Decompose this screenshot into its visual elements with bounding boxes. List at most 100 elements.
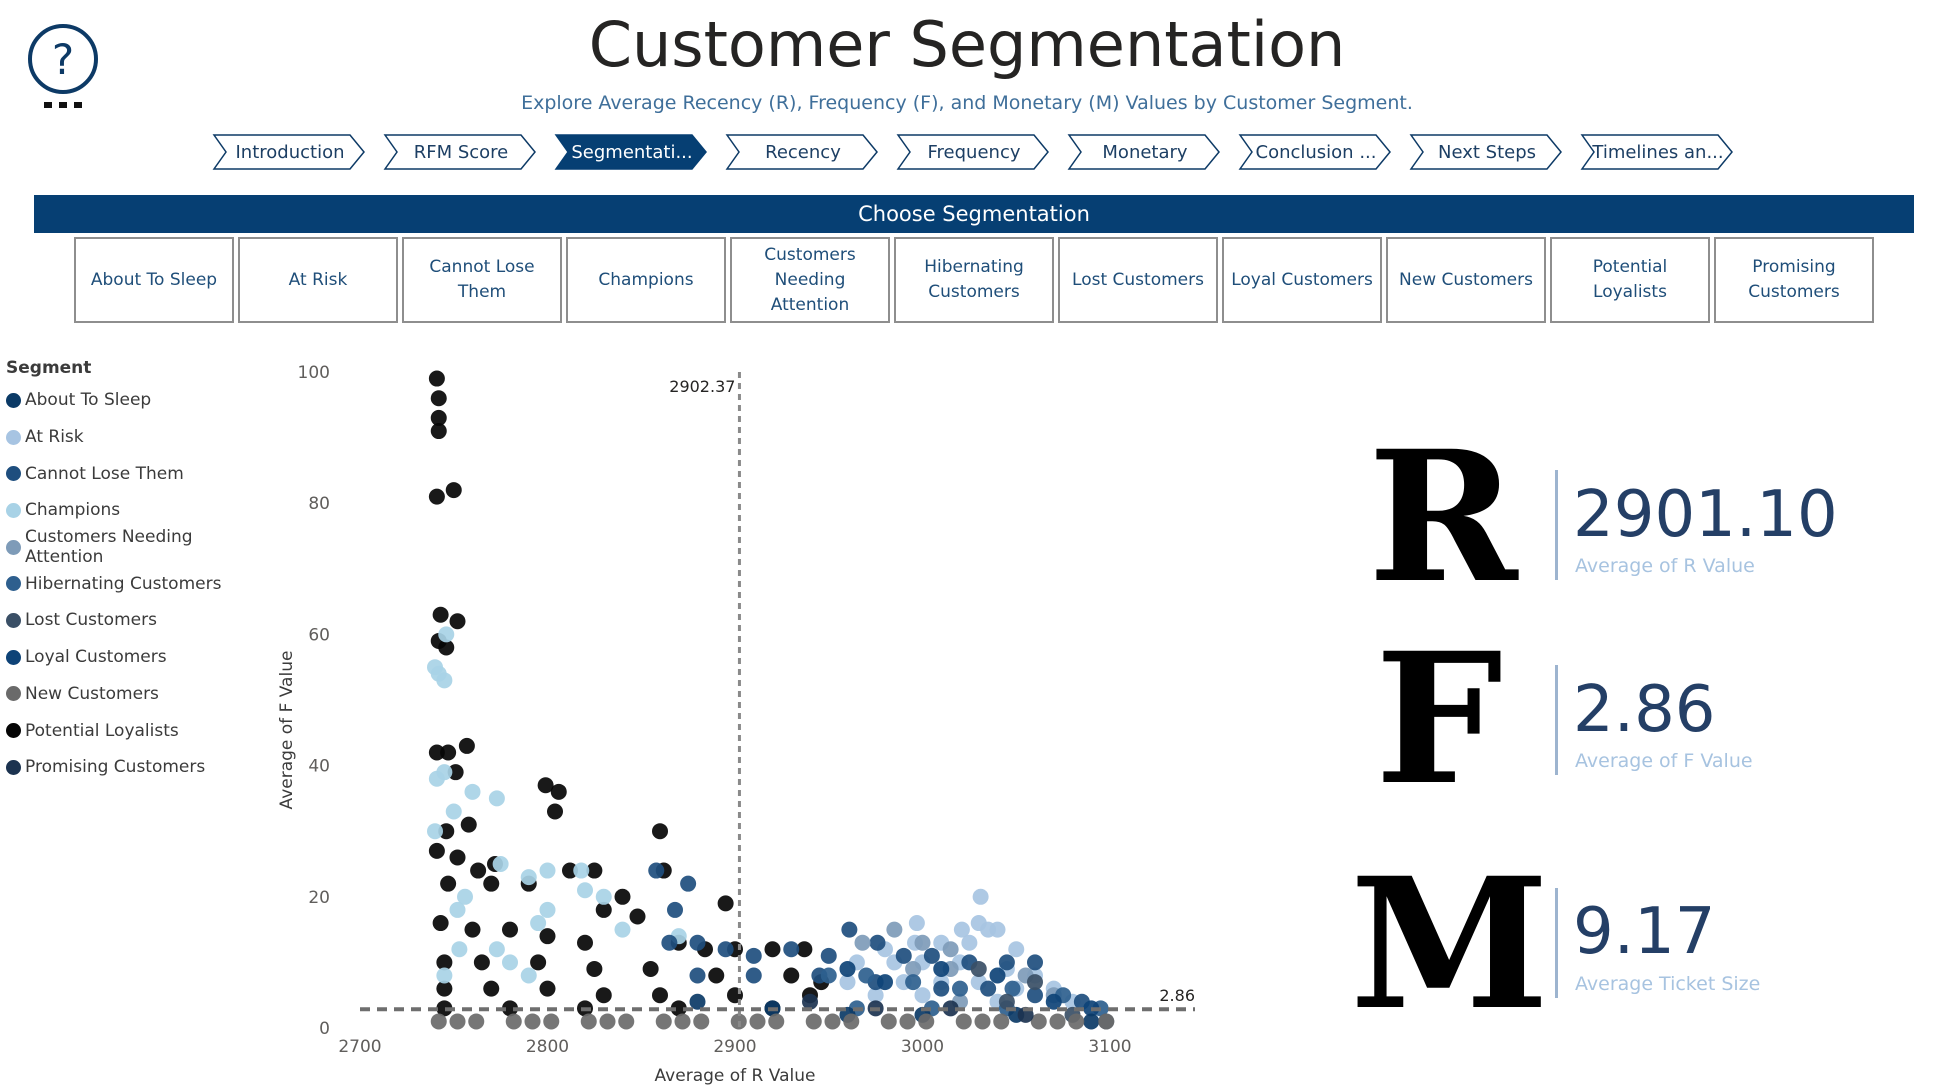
data-point[interactable] bbox=[1030, 1013, 1047, 1030]
data-point[interactable] bbox=[1004, 980, 1021, 997]
legend-item[interactable]: At Risk bbox=[6, 419, 276, 456]
data-point[interactable] bbox=[689, 967, 706, 984]
data-point[interactable] bbox=[464, 921, 481, 938]
data-point[interactable] bbox=[449, 1013, 466, 1030]
data-point[interactable] bbox=[1027, 974, 1043, 991]
data-point[interactable] bbox=[430, 390, 447, 407]
data-point[interactable] bbox=[877, 974, 893, 991]
legend-item[interactable]: About To Sleep bbox=[6, 382, 276, 419]
data-point[interactable] bbox=[436, 967, 453, 984]
segment-button-new-customers[interactable]: New Customers bbox=[1386, 237, 1546, 323]
nav-rfm-score[interactable]: RFM Score bbox=[383, 132, 539, 172]
data-point[interactable] bbox=[764, 941, 781, 958]
data-point[interactable] bbox=[520, 869, 537, 886]
legend-item[interactable]: Hibernating Customers bbox=[6, 565, 276, 602]
data-point[interactable] bbox=[599, 1013, 616, 1030]
data-point[interactable] bbox=[841, 921, 858, 938]
data-point[interactable] bbox=[460, 816, 477, 833]
data-point[interactable] bbox=[436, 1000, 453, 1017]
data-point[interactable] bbox=[805, 1013, 822, 1030]
data-point[interactable] bbox=[1045, 993, 1062, 1010]
data-point[interactable] bbox=[427, 823, 443, 840]
data-point[interactable] bbox=[629, 908, 646, 925]
data-point[interactable] bbox=[586, 862, 603, 879]
data-point[interactable] bbox=[539, 901, 556, 918]
data-point[interactable] bbox=[449, 901, 466, 918]
data-point[interactable] bbox=[432, 606, 449, 623]
data-point[interactable] bbox=[942, 941, 959, 958]
data-point[interactable] bbox=[843, 1013, 860, 1030]
data-point[interactable] bbox=[895, 947, 912, 964]
data-point[interactable] bbox=[961, 934, 978, 951]
segment-button-customers-needing-attention[interactable]: Customers Needing Attention bbox=[730, 237, 890, 323]
data-point[interactable] bbox=[745, 947, 762, 964]
legend-item[interactable]: Cannot Lose Them bbox=[6, 455, 276, 492]
data-point[interactable] bbox=[680, 875, 697, 892]
data-point[interactable] bbox=[595, 888, 612, 905]
segment-button-about-to-sleep[interactable]: About To Sleep bbox=[74, 237, 234, 323]
data-point[interactable] bbox=[1049, 1013, 1066, 1030]
data-point[interactable] bbox=[502, 954, 518, 971]
data-point[interactable] bbox=[1068, 1013, 1085, 1030]
data-point[interactable] bbox=[458, 737, 475, 754]
segment-button-promising-customers[interactable]: Promising Customers bbox=[1714, 237, 1874, 323]
data-point[interactable] bbox=[972, 888, 989, 905]
segment-button-lost-customers[interactable]: Lost Customers bbox=[1058, 237, 1218, 323]
data-point[interactable] bbox=[438, 639, 455, 656]
segment-button-potential-loyalists[interactable]: Potential Loyalists bbox=[1550, 237, 1710, 323]
data-point[interactable] bbox=[854, 934, 871, 951]
nav-frequency[interactable]: Frequency bbox=[896, 132, 1052, 172]
data-point[interactable] bbox=[428, 744, 445, 761]
data-point[interactable] bbox=[867, 987, 884, 1004]
nav-introduction[interactable]: Introduction bbox=[212, 132, 368, 172]
data-point[interactable] bbox=[839, 974, 856, 991]
data-point[interactable] bbox=[537, 777, 554, 794]
data-point[interactable] bbox=[464, 783, 481, 800]
data-point[interactable] bbox=[505, 1013, 522, 1030]
data-point[interactable] bbox=[880, 1013, 897, 1030]
data-point[interactable] bbox=[445, 803, 462, 820]
data-point[interactable] bbox=[993, 1013, 1010, 1030]
data-point[interactable] bbox=[483, 980, 500, 997]
data-point[interactable] bbox=[488, 790, 505, 807]
data-point[interactable] bbox=[488, 941, 505, 958]
data-point[interactable] bbox=[717, 941, 734, 958]
data-point[interactable] bbox=[933, 980, 950, 997]
data-point[interactable] bbox=[1098, 1013, 1115, 1030]
data-point[interactable] bbox=[905, 974, 922, 991]
data-point[interactable] bbox=[440, 744, 457, 761]
data-point[interactable] bbox=[689, 993, 706, 1010]
data-point[interactable] bbox=[614, 921, 631, 938]
data-point[interactable] bbox=[886, 921, 903, 938]
data-point[interactable] bbox=[436, 980, 453, 997]
data-point[interactable] bbox=[989, 967, 1006, 984]
data-point[interactable] bbox=[918, 1013, 935, 1030]
data-point[interactable] bbox=[447, 764, 464, 781]
data-point[interactable] bbox=[905, 960, 922, 977]
data-point[interactable] bbox=[562, 862, 578, 879]
data-point[interactable] bbox=[451, 941, 468, 958]
data-point[interactable] bbox=[783, 967, 800, 984]
legend-item[interactable]: New Customers bbox=[6, 676, 276, 713]
data-point[interactable] bbox=[749, 1013, 766, 1030]
data-point[interactable] bbox=[449, 613, 466, 630]
nav-monetary[interactable]: Monetary bbox=[1067, 132, 1223, 172]
data-point[interactable] bbox=[708, 967, 725, 984]
data-point[interactable] bbox=[449, 849, 466, 866]
data-point[interactable] bbox=[580, 1013, 597, 1030]
data-point[interactable] bbox=[802, 993, 818, 1010]
segment-button-loyal-customers[interactable]: Loyal Customers bbox=[1222, 237, 1382, 323]
data-point[interactable] bbox=[693, 1013, 710, 1030]
data-point[interactable] bbox=[470, 862, 487, 879]
data-point[interactable] bbox=[436, 672, 453, 689]
data-point[interactable] bbox=[970, 960, 987, 977]
data-point[interactable] bbox=[586, 960, 603, 977]
data-point[interactable] bbox=[952, 980, 968, 997]
data-point[interactable] bbox=[914, 934, 931, 951]
data-point[interactable] bbox=[483, 875, 500, 892]
data-point[interactable] bbox=[670, 1000, 687, 1017]
data-point[interactable] bbox=[655, 1013, 672, 1030]
data-point[interactable] bbox=[942, 1000, 959, 1017]
data-point[interactable] bbox=[428, 488, 445, 505]
data-point[interactable] bbox=[520, 967, 537, 984]
